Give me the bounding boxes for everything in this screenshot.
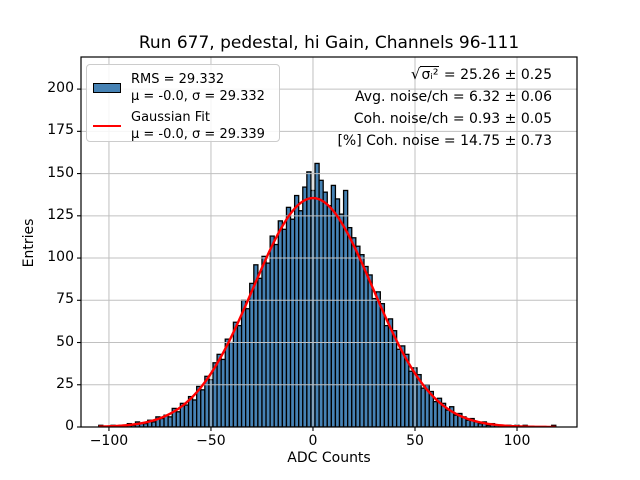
x-tick-label: 0 — [308, 433, 318, 449]
x-tick-label: 50 — [406, 433, 424, 449]
legend-entry-fit: Gaussian Fit μ = -0.0, σ = 29.339 — [93, 109, 271, 143]
plot-frame — [80, 56, 578, 428]
y-tick-label: 75 — [56, 291, 74, 308]
y-tick-label: 50 — [56, 333, 74, 350]
legend-hist-line1: RMS = 29.332 — [131, 72, 225, 87]
stats-annotations: √σᵢ² = 25.26 ± 0.25 Avg. noise/ch = 6.32… — [337, 63, 552, 152]
y-axis-label: Entries — [21, 218, 37, 268]
y-tick-label: 100 — [47, 249, 74, 266]
grid-lines — [81, 57, 577, 427]
stats-line-coh-noise: Coh. noise/ch = 0.93 ± 0.05 — [353, 111, 552, 127]
legend-fit-line2: μ = -0.0, σ = 29.339 — [131, 127, 265, 142]
x-tick-label: 100 — [503, 433, 531, 449]
sqrt-radicand: σᵢ² — [420, 66, 440, 83]
fit-line-swatch-icon — [93, 125, 121, 127]
tick-marks — [77, 88, 518, 431]
x-tick-label: −50 — [196, 433, 226, 449]
histogram-swatch-icon — [93, 83, 121, 93]
y-tick-label: 200 — [47, 80, 74, 97]
legend-entry-histogram: RMS = 29.332 μ = -0.0, σ = 29.332 — [93, 71, 271, 105]
y-tick-label: 175 — [47, 122, 74, 139]
legend-hist-line2: μ = -0.0, σ = 29.332 — [131, 89, 265, 104]
stats-line-avg-noise: Avg. noise/ch = 6.32 ± 0.06 — [355, 89, 552, 105]
sqrt-sign: √ — [410, 65, 421, 83]
y-tick-label: 0 — [65, 418, 74, 434]
gaussian-fit-curve — [98, 196, 556, 427]
stats-line-sigma: √σᵢ² = 25.26 ± 0.25 — [337, 63, 552, 86]
legend: RMS = 29.332 μ = -0.0, σ = 29.332 Gaussi… — [86, 64, 280, 142]
y-tick-label: 25 — [56, 375, 74, 392]
legend-fit-line1: Gaussian Fit — [131, 110, 211, 125]
chart-title: Run 677, pedestal, hi Gain, Channels 96-… — [138, 33, 520, 53]
legend-histogram-text: RMS = 29.332 μ = -0.0, σ = 29.332 — [131, 71, 265, 105]
y-tick-label: 125 — [47, 206, 74, 223]
y-tick-label: 150 — [47, 164, 74, 181]
x-tick-label: −100 — [89, 433, 129, 449]
stats-line-pct-coh-noise: [%] Coh. noise = 14.75 ± 0.73 — [337, 133, 552, 149]
sigma-value: = 25.26 ± 0.25 — [439, 67, 552, 83]
x-axis-label: ADC Counts — [287, 450, 371, 466]
legend-fit-text: Gaussian Fit μ = -0.0, σ = 29.339 — [131, 109, 265, 143]
